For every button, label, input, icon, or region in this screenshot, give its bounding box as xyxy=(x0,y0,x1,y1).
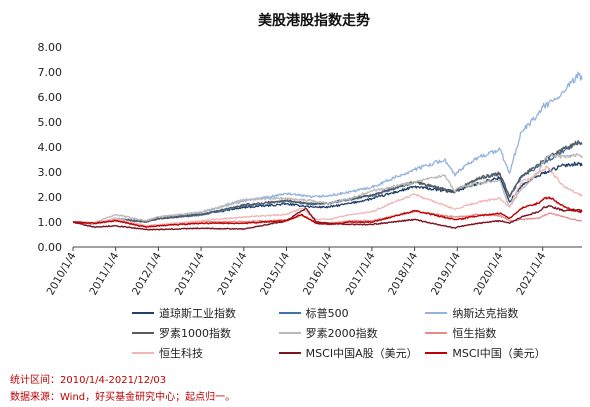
x-tick-label: 2015/1/4 xyxy=(258,250,292,297)
legend-label: 道琼斯工业指数 xyxy=(159,307,236,320)
y-tick-label: 5.00 xyxy=(38,116,63,129)
legend-entry: 恒生科技 xyxy=(132,343,279,363)
series-line-msci-china xyxy=(72,196,583,228)
x-tick-label: 2013/1/4 xyxy=(173,250,207,297)
footnote-source: 数据来源：Wind，好买基金研究中心；起点归一。 xyxy=(10,392,236,403)
series-line-sp500 xyxy=(72,139,583,225)
legend-swatch xyxy=(132,311,154,315)
legend-swatch xyxy=(425,331,448,335)
y-tick-label: 0.00 xyxy=(38,241,63,254)
x-tick-label: 2020/1/4 xyxy=(472,250,506,297)
series-line-msci-china-a xyxy=(72,205,583,231)
legend-label: 罗素2000指数 xyxy=(305,327,378,340)
legend-label: 纳斯达克指数 xyxy=(452,307,519,320)
legend-swatch xyxy=(278,331,301,335)
legend-entry: MSCI中国（美元） xyxy=(425,343,572,363)
legend-label: 标普500 xyxy=(305,307,349,320)
x-tick-label: 2019/1/4 xyxy=(429,250,463,297)
legend-label: 罗素1000指数 xyxy=(159,327,231,340)
chart-legend: 道琼斯工业指数 标普500 纳斯达克指数罗素1000指数 罗素2000指数 恒生指数恒生… xyxy=(132,303,572,363)
footnote-period: 统计区间：2010/1/4-2021/12/03 xyxy=(10,375,167,386)
series-line-russell-1000 xyxy=(72,140,583,225)
legend-label: 恒生科技 xyxy=(159,347,203,360)
x-tick-label: 2018/1/4 xyxy=(386,250,420,297)
legend-entry: 道琼斯工业指数 xyxy=(132,303,279,323)
x-tick-label: 2011/1/4 xyxy=(87,250,121,297)
line-chart: 美股港股指数走势 0.00 1.00 2.00 3.00 4.00 5.00 6.00 7.0… xyxy=(38,12,583,297)
legend-entry: 标普500 xyxy=(278,303,426,323)
x-tick-label: 2017/1/4 xyxy=(344,250,378,297)
y-tick-label: 2.00 xyxy=(38,191,63,204)
legend-entry: 罗素1000指数 xyxy=(132,323,279,343)
y-tick-label: 6.00 xyxy=(38,91,63,104)
legend-row: 道琼斯工业指数 标普500 纳斯达克指数 xyxy=(132,303,572,323)
series-line-dow-jones xyxy=(72,161,583,225)
chart-title: 美股港股指数走势 xyxy=(258,12,370,29)
legend-swatch xyxy=(425,311,448,315)
legend-entry: MSCI中国A股（美元） xyxy=(278,343,426,363)
y-tick-label: 4.00 xyxy=(38,141,63,154)
x-tick-label: 2014/1/4 xyxy=(215,250,249,297)
y-tick-label: 1.00 xyxy=(38,216,63,229)
legend-entry: 纳斯达克指数 xyxy=(425,303,572,323)
legend-swatch xyxy=(425,351,448,355)
legend-entry: 罗素2000指数 xyxy=(278,323,426,343)
x-axis: 2010/1/4 2011/1/4 2012/1/4 2013/1/4 2014/1/4… xyxy=(45,246,582,297)
legend-label: MSCI中国A股（美元） xyxy=(305,347,418,360)
legend-label: 恒生指数 xyxy=(452,327,497,340)
legend-swatch xyxy=(278,351,301,355)
y-axis: 0.00 1.00 2.00 3.00 4.00 5.00 6.00 7.00 8.00 xyxy=(38,41,63,254)
legend-swatch xyxy=(132,351,154,355)
legend-swatch xyxy=(278,311,301,315)
y-tick-label: 8.00 xyxy=(38,41,63,54)
y-tick-label: 7.00 xyxy=(38,66,63,79)
y-tick-label: 3.00 xyxy=(38,166,63,179)
series-line-hang-seng-tech xyxy=(73,165,583,227)
legend-row: 恒生科技 MSCI中国A股（美元） MSCI中国（美元） xyxy=(132,343,572,363)
legend-swatch xyxy=(132,331,154,335)
legend-entry: 恒生指数 xyxy=(425,323,572,343)
series-line-russell-2000 xyxy=(72,152,583,224)
series-layer xyxy=(72,71,583,231)
legend-label: MSCI中国（美元） xyxy=(452,347,546,360)
x-tick-label: 2021/1/4 xyxy=(514,250,548,297)
x-tick-label: 2016/1/4 xyxy=(301,250,335,297)
series-line-nasdaq xyxy=(72,71,583,225)
x-tick-label: 2012/1/4 xyxy=(130,250,164,297)
legend-row: 罗素1000指数 罗素2000指数 恒生指数 xyxy=(132,323,572,343)
x-tick-label: 2010/1/4 xyxy=(45,250,79,297)
